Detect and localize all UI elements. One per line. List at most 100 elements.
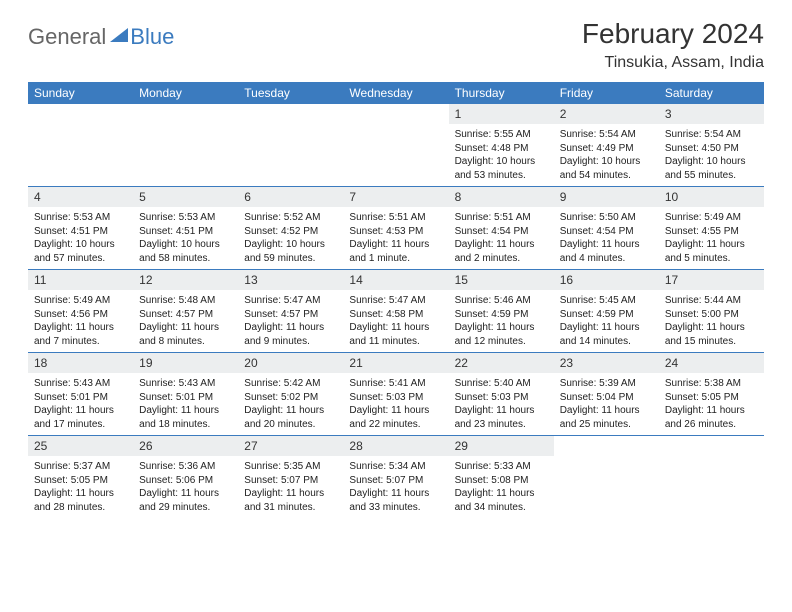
day-detail: Sunrise: 5:37 AMSunset: 5:05 PMDaylight:… <box>28 456 133 518</box>
weekday-header: Tuesday <box>238 82 343 104</box>
day-cell: Sunrise: 5:53 AMSunset: 4:51 PMDaylight:… <box>133 207 238 270</box>
daynum-row: 45678910 <box>28 187 764 208</box>
logo-text-general: General <box>28 24 106 50</box>
day-number: 22 <box>449 353 554 373</box>
day-cell: Sunrise: 5:53 AMSunset: 4:51 PMDaylight:… <box>28 207 133 270</box>
day-cell: Sunrise: 5:33 AMSunset: 5:08 PMDaylight:… <box>449 456 554 518</box>
day-number: 21 <box>343 353 448 373</box>
day-number: 15 <box>449 270 554 290</box>
day-number: 19 <box>133 353 238 373</box>
day-detail: Sunrise: 5:34 AMSunset: 5:07 PMDaylight:… <box>343 456 448 518</box>
day-cell: Sunrise: 5:47 AMSunset: 4:57 PMDaylight:… <box>238 290 343 353</box>
day-detail: Sunrise: 5:47 AMSunset: 4:57 PMDaylight:… <box>238 290 343 352</box>
day-number <box>28 104 133 124</box>
day-number-cell: 28 <box>343 436 448 457</box>
day-number-cell: 22 <box>449 353 554 374</box>
day-detail: Sunrise: 5:42 AMSunset: 5:02 PMDaylight:… <box>238 373 343 435</box>
day-detail: Sunrise: 5:53 AMSunset: 4:51 PMDaylight:… <box>28 207 133 269</box>
day-number-cell: 7 <box>343 187 448 208</box>
day-number: 17 <box>659 270 764 290</box>
day-number <box>343 104 448 124</box>
day-detail: Sunrise: 5:54 AMSunset: 4:50 PMDaylight:… <box>659 124 764 186</box>
day-number: 13 <box>238 270 343 290</box>
day-number: 3 <box>659 104 764 124</box>
weekday-header: Wednesday <box>343 82 448 104</box>
day-number: 9 <box>554 187 659 207</box>
day-detail: Sunrise: 5:48 AMSunset: 4:57 PMDaylight:… <box>133 290 238 352</box>
day-cell: Sunrise: 5:36 AMSunset: 5:06 PMDaylight:… <box>133 456 238 518</box>
daynum-row: 2526272829 <box>28 436 764 457</box>
day-detail: Sunrise: 5:51 AMSunset: 4:53 PMDaylight:… <box>343 207 448 269</box>
day-number: 7 <box>343 187 448 207</box>
day-cell: Sunrise: 5:44 AMSunset: 5:00 PMDaylight:… <box>659 290 764 353</box>
day-cell <box>554 456 659 518</box>
day-number: 4 <box>28 187 133 207</box>
day-cell <box>659 456 764 518</box>
day-cell: Sunrise: 5:47 AMSunset: 4:58 PMDaylight:… <box>343 290 448 353</box>
day-detail: Sunrise: 5:51 AMSunset: 4:54 PMDaylight:… <box>449 207 554 269</box>
day-number <box>133 104 238 124</box>
day-detail: Sunrise: 5:38 AMSunset: 5:05 PMDaylight:… <box>659 373 764 435</box>
weekday-header: Monday <box>133 82 238 104</box>
weekday-header-row: SundayMondayTuesdayWednesdayThursdayFrid… <box>28 82 764 104</box>
day-cell: Sunrise: 5:34 AMSunset: 5:07 PMDaylight:… <box>343 456 448 518</box>
day-number: 8 <box>449 187 554 207</box>
day-cell <box>238 124 343 187</box>
day-detail: Sunrise: 5:46 AMSunset: 4:59 PMDaylight:… <box>449 290 554 352</box>
day-number-cell: 1 <box>449 104 554 124</box>
day-number <box>659 436 764 456</box>
day-number-cell <box>659 436 764 457</box>
weekday-header: Saturday <box>659 82 764 104</box>
day-detail: Sunrise: 5:49 AMSunset: 4:56 PMDaylight:… <box>28 290 133 352</box>
day-number: 12 <box>133 270 238 290</box>
calendar-table: SundayMondayTuesdayWednesdayThursdayFrid… <box>28 82 764 518</box>
day-number-cell: 8 <box>449 187 554 208</box>
day-cell: Sunrise: 5:45 AMSunset: 4:59 PMDaylight:… <box>554 290 659 353</box>
day-number: 26 <box>133 436 238 456</box>
day-number-cell: 21 <box>343 353 448 374</box>
day-number <box>238 104 343 124</box>
day-number: 6 <box>238 187 343 207</box>
day-number-cell: 6 <box>238 187 343 208</box>
day-number: 27 <box>238 436 343 456</box>
day-cell: Sunrise: 5:51 AMSunset: 4:53 PMDaylight:… <box>343 207 448 270</box>
day-number-cell: 17 <box>659 270 764 291</box>
day-number-cell: 5 <box>133 187 238 208</box>
day-cell: Sunrise: 5:49 AMSunset: 4:56 PMDaylight:… <box>28 290 133 353</box>
day-cell: Sunrise: 5:35 AMSunset: 5:07 PMDaylight:… <box>238 456 343 518</box>
day-number: 14 <box>343 270 448 290</box>
day-number-cell: 27 <box>238 436 343 457</box>
day-detail: Sunrise: 5:53 AMSunset: 4:51 PMDaylight:… <box>133 207 238 269</box>
day-number: 18 <box>28 353 133 373</box>
day-cell: Sunrise: 5:39 AMSunset: 5:04 PMDaylight:… <box>554 373 659 436</box>
day-number: 10 <box>659 187 764 207</box>
day-number <box>554 436 659 456</box>
week-row: Sunrise: 5:43 AMSunset: 5:01 PMDaylight:… <box>28 373 764 436</box>
day-number-cell: 4 <box>28 187 133 208</box>
day-cell <box>28 124 133 187</box>
day-number-cell <box>238 104 343 124</box>
day-number-cell: 23 <box>554 353 659 374</box>
logo: General Blue <box>28 24 174 50</box>
day-cell <box>133 124 238 187</box>
day-cell: Sunrise: 5:54 AMSunset: 4:50 PMDaylight:… <box>659 124 764 187</box>
day-detail: Sunrise: 5:39 AMSunset: 5:04 PMDaylight:… <box>554 373 659 435</box>
month-title: February 2024 <box>582 18 764 50</box>
day-detail: Sunrise: 5:36 AMSunset: 5:06 PMDaylight:… <box>133 456 238 518</box>
day-number-cell: 26 <box>133 436 238 457</box>
day-cell: Sunrise: 5:55 AMSunset: 4:48 PMDaylight:… <box>449 124 554 187</box>
day-number: 1 <box>449 104 554 124</box>
day-number: 11 <box>28 270 133 290</box>
day-number-cell: 19 <box>133 353 238 374</box>
day-cell <box>343 124 448 187</box>
day-number: 20 <box>238 353 343 373</box>
day-number-cell: 15 <box>449 270 554 291</box>
location: Tinsukia, Assam, India <box>582 54 764 72</box>
day-number-cell: 10 <box>659 187 764 208</box>
day-number: 25 <box>28 436 133 456</box>
daynum-row: 123 <box>28 104 764 124</box>
day-number-cell: 12 <box>133 270 238 291</box>
week-row: Sunrise: 5:37 AMSunset: 5:05 PMDaylight:… <box>28 456 764 518</box>
day-number-cell: 25 <box>28 436 133 457</box>
day-cell: Sunrise: 5:46 AMSunset: 4:59 PMDaylight:… <box>449 290 554 353</box>
